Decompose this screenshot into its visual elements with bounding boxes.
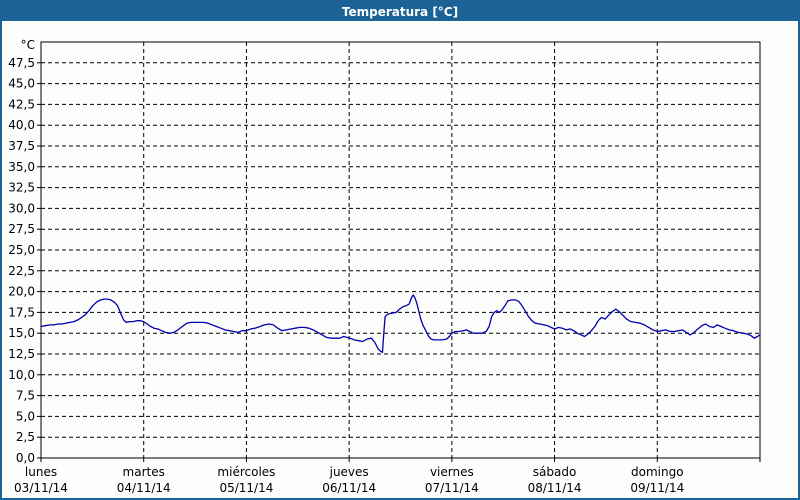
y-tick-label: 0,0: [16, 451, 35, 465]
x-day-date: 05/11/14: [219, 481, 273, 495]
x-day-date: 07/11/14: [425, 481, 479, 495]
plot-border: [40, 41, 761, 459]
y-tick-label: 47,5: [8, 56, 35, 70]
y-tick-label: 27,5: [8, 222, 35, 236]
y-tick-label: 2,5: [16, 430, 35, 444]
y-tick-label: 5,0: [16, 409, 35, 423]
y-tick-label: 25,0: [8, 243, 35, 257]
x-day-name: domingo: [631, 465, 684, 479]
y-tick-label: 22,5: [8, 264, 35, 278]
y-tick-label: 12,5: [8, 347, 35, 361]
y-tick-label: 32,5: [8, 181, 35, 195]
y-tick-label: 45,0: [8, 77, 35, 91]
x-day-name: jueves: [329, 465, 369, 479]
y-tick-label: 20,0: [8, 285, 35, 299]
x-day-date: 04/11/14: [117, 481, 171, 495]
x-day-name: viernes: [430, 465, 474, 479]
x-day-name: miércoles: [217, 465, 275, 479]
y-tick-label: 35,0: [8, 160, 35, 174]
y-tick-label: 40,0: [8, 118, 35, 132]
y-axis-unit-label: °C: [21, 38, 35, 52]
x-day-name: sábado: [533, 465, 577, 479]
temperature-line: [40, 294, 761, 353]
chart-title: Temperatura [°C]: [341, 4, 459, 19]
y-tick-label: 30,0: [8, 201, 35, 215]
y-tick-label: 7,5: [16, 389, 35, 403]
x-day-date: 08/11/14: [528, 481, 582, 495]
title-bar: Temperatura [°C]: [2, 2, 798, 21]
y-tick-label: 17,5: [8, 305, 35, 319]
y-tick-label: 15,0: [8, 326, 35, 340]
x-day-date: 09/11/14: [630, 481, 684, 495]
y-tick-label: 37,5: [8, 139, 35, 153]
x-day-date: 06/11/14: [322, 481, 376, 495]
x-day-name: lunes: [25, 465, 57, 479]
x-day-date: 03/11/14: [14, 481, 68, 495]
y-tick-label: 42,5: [8, 97, 35, 111]
x-day-name: martes: [123, 465, 165, 479]
y-tick-label: 10,0: [8, 368, 35, 382]
